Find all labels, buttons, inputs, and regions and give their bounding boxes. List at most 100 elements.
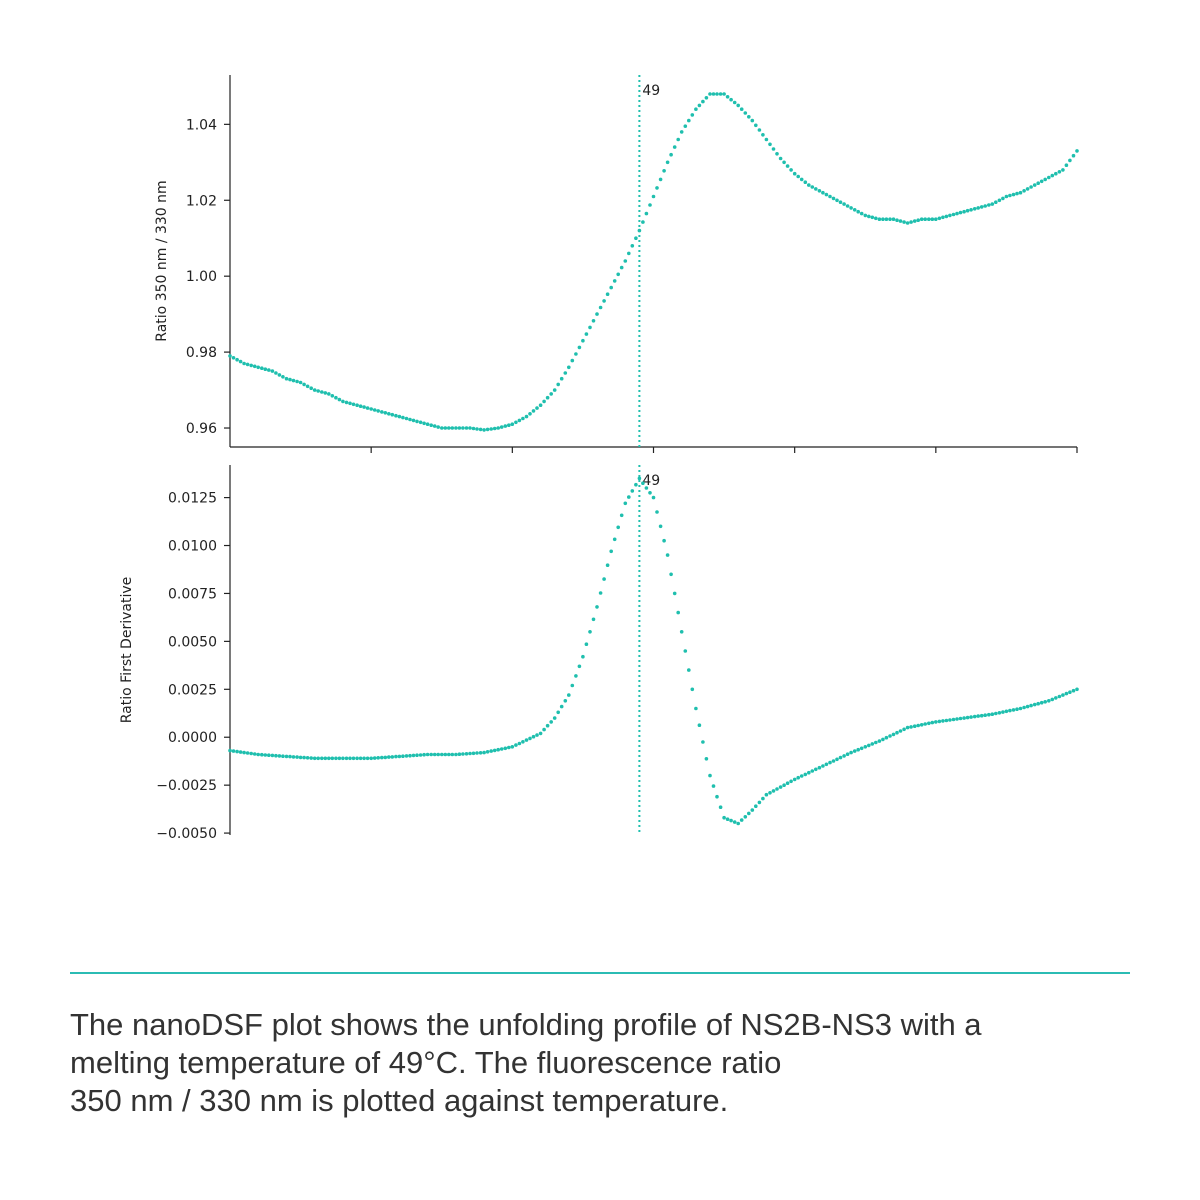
data-point [362, 756, 366, 761]
data-point [718, 92, 723, 96]
data-point [747, 811, 751, 816]
data-point [429, 423, 434, 428]
data-point [231, 356, 236, 360]
data-point [831, 196, 836, 201]
data-point [831, 759, 836, 763]
data-point [704, 96, 709, 100]
data-point [944, 718, 949, 723]
data-point [634, 236, 638, 240]
data-point [284, 376, 289, 381]
data-point [563, 699, 568, 703]
y-tick-label: 1.02 [186, 193, 217, 209]
data-point [1018, 190, 1023, 195]
data-point [323, 391, 328, 395]
data-point [517, 418, 522, 423]
data-point [401, 415, 405, 420]
data-point [634, 482, 638, 487]
y-axis-label: Ratio 350 nm / 330 nm [154, 180, 170, 341]
data-point [263, 753, 268, 757]
data-point [284, 754, 289, 759]
data-point [665, 553, 670, 557]
data-point [510, 422, 515, 427]
data-point [905, 221, 910, 225]
data-point [669, 152, 673, 157]
data-point [994, 711, 998, 716]
data-point [754, 123, 758, 128]
data-point [969, 208, 973, 212]
y-tick-label: 0.0075 [168, 586, 217, 602]
data-point [630, 489, 635, 493]
data-point [288, 754, 292, 759]
data-point [320, 756, 324, 761]
data-point [792, 171, 797, 176]
data-point [404, 754, 409, 758]
data-point [919, 217, 924, 221]
data-point [397, 414, 402, 419]
data-point [810, 769, 815, 773]
data-point [859, 746, 864, 751]
data-point [895, 218, 899, 222]
data-point [856, 209, 860, 214]
y-tick-label: 0.98 [186, 345, 217, 361]
y-tick-label: 0.0125 [168, 491, 217, 507]
data-point [665, 160, 670, 165]
data-point [595, 312, 599, 316]
data-point [690, 113, 695, 117]
data-point [764, 137, 769, 142]
data-point [863, 745, 868, 749]
data-point [785, 781, 790, 785]
derivative-panel: 0.0125 0.0100 0.0075 0.0050 0.0025 0.0000 −0.0… [119, 465, 1079, 842]
data-point [739, 107, 744, 111]
data-point [732, 100, 737, 105]
data-point [598, 305, 603, 310]
data-point [559, 704, 564, 709]
data-point [231, 749, 236, 753]
data-point [355, 403, 359, 408]
data-point [394, 413, 398, 418]
data-point [725, 817, 730, 821]
data-point [641, 220, 645, 224]
data-point [941, 719, 945, 723]
data-point [821, 764, 825, 768]
data-point [341, 399, 345, 404]
data-point [849, 206, 853, 210]
data-point [387, 412, 391, 416]
data-point [828, 194, 832, 199]
data-point [298, 380, 303, 385]
data-point [390, 412, 395, 417]
data-point [708, 773, 712, 778]
data-point [235, 749, 239, 754]
data-point [351, 756, 356, 761]
data-point [969, 715, 973, 719]
data-point [598, 591, 603, 595]
data-point [923, 217, 927, 221]
data-point [305, 384, 310, 389]
y-tick-label: 0.96 [186, 421, 217, 437]
data-point [909, 220, 913, 224]
data-point [782, 160, 786, 165]
data-point [627, 495, 631, 499]
data-point [521, 740, 525, 744]
data-point [1018, 706, 1023, 711]
data-point [1001, 710, 1005, 714]
data-point [796, 775, 800, 780]
data-point [485, 427, 490, 432]
data-point [965, 208, 970, 213]
data-point [987, 712, 991, 717]
data-point [743, 815, 748, 819]
data-point [309, 756, 314, 760]
data-point [651, 495, 656, 500]
data-point [327, 392, 331, 396]
data-point [249, 363, 253, 368]
data-point [619, 265, 624, 270]
data-point [492, 426, 497, 431]
data-point [983, 204, 987, 208]
data-point [644, 486, 649, 490]
data-point [376, 756, 381, 760]
data-point [556, 382, 560, 387]
data-point [955, 211, 959, 216]
data-point [729, 818, 733, 823]
data-point [316, 389, 321, 393]
data-point [814, 767, 818, 772]
data-point [972, 207, 977, 211]
